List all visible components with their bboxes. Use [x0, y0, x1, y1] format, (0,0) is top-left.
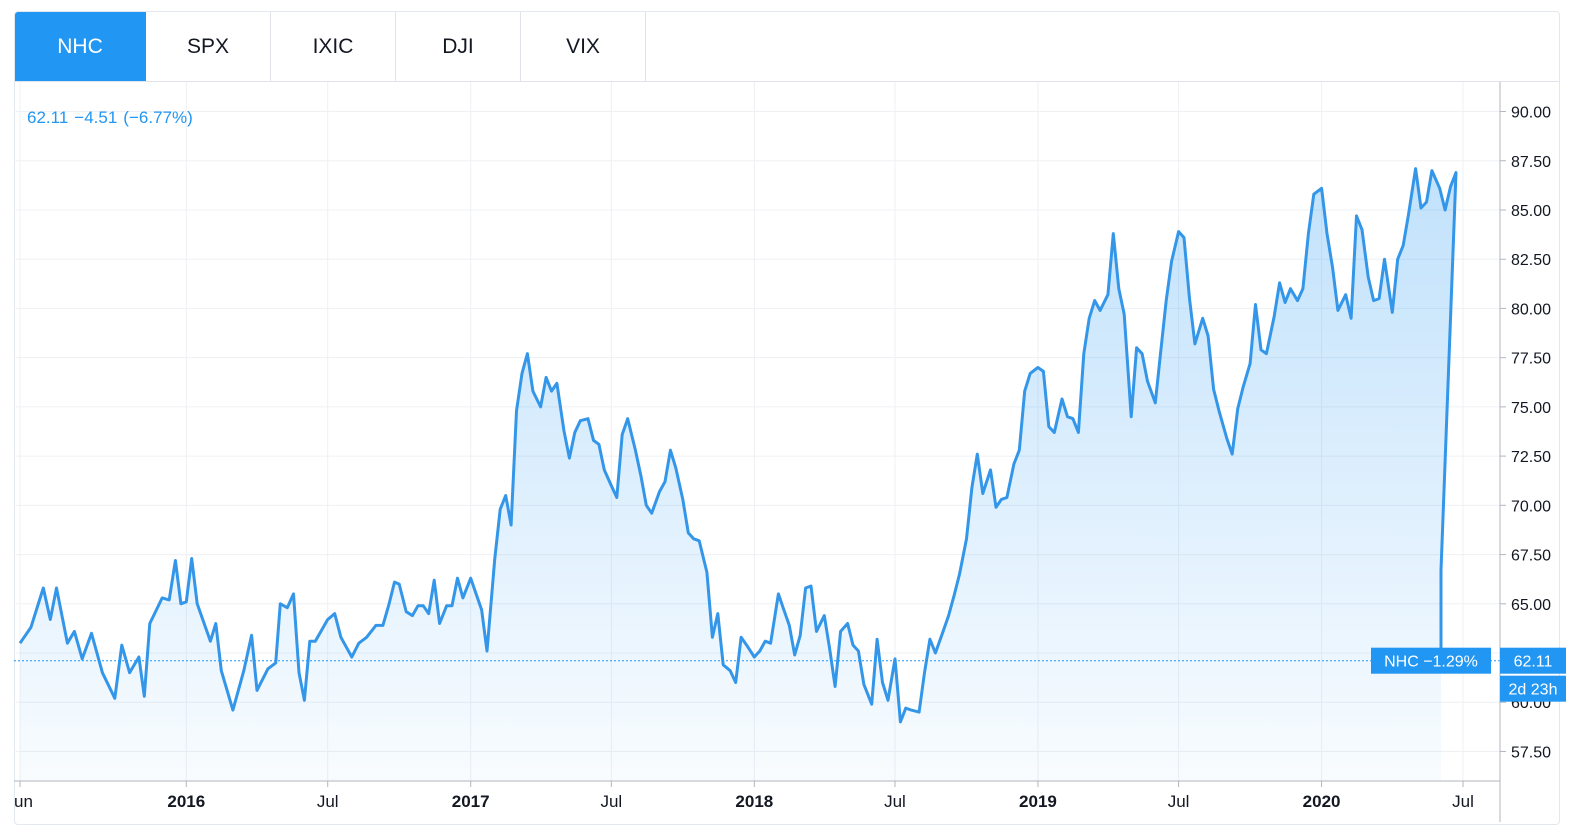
y-tick-label: 82.50 — [1511, 252, 1551, 269]
y-tick-label: 72.50 — [1511, 449, 1551, 466]
svg-text:NHC −1.29%: NHC −1.29% — [1384, 654, 1478, 671]
tab-nhc[interactable]: NHC — [15, 12, 146, 81]
y-tick-label: 85.00 — [1511, 203, 1551, 220]
x-tick-label: Jul — [1452, 792, 1474, 811]
tab-dji[interactable]: DJI — [396, 12, 521, 81]
price-area-fill — [20, 168, 1456, 782]
x-tick-label: Jul — [317, 792, 339, 811]
tab-ixic[interactable]: IXIC — [271, 12, 396, 81]
symbol-tabs: NHC SPX IXIC DJI VIX — [15, 12, 1559, 82]
y-tick-label: 87.50 — [1511, 154, 1551, 171]
y-tick-label: 75.00 — [1511, 400, 1551, 417]
x-tick-label: 2018 — [735, 792, 773, 811]
tab-spx[interactable]: SPX — [146, 12, 271, 81]
y-tick-label: 70.00 — [1511, 498, 1551, 515]
x-tick-label: 2016 — [167, 792, 205, 811]
last-price-badge: 62.11 — [1500, 647, 1566, 674]
series-label-badge: NHC −1.29% — [1371, 647, 1491, 674]
y-tick-label: 80.00 — [1511, 301, 1551, 318]
x-tick-label: Jul — [884, 792, 906, 811]
y-tick-label: 77.50 — [1511, 351, 1551, 368]
price-line — [18, 167, 1458, 724]
x-tick-label: 2019 — [1019, 792, 1057, 811]
x-tick-label: Jul — [1168, 792, 1190, 811]
y-tick-label: 90.00 — [1511, 105, 1551, 122]
svg-text:62.11: 62.11 — [1514, 654, 1553, 671]
y-tick-label: 65.00 — [1511, 597, 1551, 614]
x-tick-label: 2020 — [1303, 792, 1341, 811]
y-tick-label: 57.50 — [1511, 744, 1551, 761]
x-tick-label: 2017 — [452, 792, 490, 811]
time-scale[interactable]: un 2016 Jul 2017 Jul 2018 Jul 2019 Jul 2020 Jul — [14, 781, 1474, 811]
svg-text:2d 23h: 2d 23h — [1509, 682, 1558, 699]
tab-vix[interactable]: VIX — [521, 12, 646, 81]
y-tick-label: 67.50 — [1511, 548, 1551, 565]
x-tick-label: Jul — [600, 792, 622, 811]
x-tick-label: un — [14, 792, 33, 811]
legend-values: 62.11 −4.51 (−6.77%) — [27, 108, 193, 127]
countdown-badge: 2d 23h — [1500, 675, 1566, 702]
